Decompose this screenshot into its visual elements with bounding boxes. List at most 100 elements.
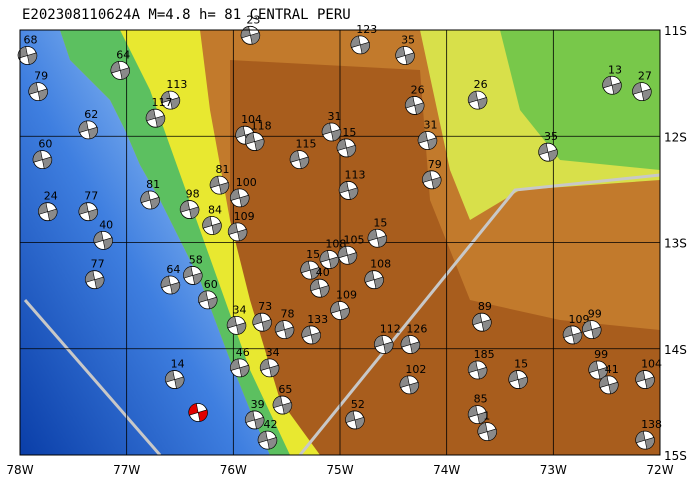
beachball-quadrant (582, 320, 602, 339)
beachball-quadrant (244, 132, 265, 151)
beachball-quadrant (350, 35, 370, 55)
depth-label: 35 (544, 130, 558, 143)
depth-label: 133 (307, 313, 328, 326)
depth-label: 102 (405, 363, 426, 376)
beachball-quadrant (588, 360, 608, 380)
beachball-quadrant (257, 430, 278, 450)
beachball-quadrant (538, 142, 558, 162)
beachball-quadrant (300, 260, 320, 280)
depth-label: 13 (608, 63, 622, 76)
depth-label: 115 (295, 138, 316, 151)
depth-label: 46 (236, 346, 250, 359)
map-frame (19, 29, 661, 456)
beachball-quadrant (400, 335, 421, 354)
depth-label: 14 (171, 358, 185, 371)
beachball-quadrant (310, 278, 330, 298)
x-tick-label: 72W (646, 463, 673, 477)
depth-label: 24 (44, 190, 58, 203)
depth-label: 77 (84, 190, 98, 203)
y-tick-label: 11S (664, 24, 687, 38)
depth-label: 84 (208, 204, 222, 217)
beachball-quadrant (289, 150, 310, 169)
x-tick-label: 77W (113, 463, 140, 477)
depth-label: 41 (605, 363, 619, 376)
depth-label: 77 (91, 258, 105, 271)
depth-label: 73 (258, 300, 272, 313)
depth-label: 118 (251, 120, 272, 133)
beachball-quadrant (230, 188, 250, 208)
depth-label: 104 (241, 113, 262, 126)
beachball-quadrant (198, 290, 218, 310)
beachball-quadrant (259, 358, 280, 378)
beachball-quadrant (160, 275, 181, 295)
depth-label: 105 (343, 233, 364, 246)
depth-label: 34 (233, 303, 247, 316)
beachball-quadrant (272, 395, 293, 415)
depth-label: 15 (373, 216, 387, 229)
beachball-quadrant (345, 410, 365, 430)
beachball-quadrant (395, 46, 415, 65)
beachball-quadrant (599, 375, 619, 395)
depth-label: 34 (266, 346, 280, 359)
depth-label: 27 (638, 70, 652, 83)
depth-label: 99 (588, 308, 602, 321)
beachball-quadrant (467, 360, 488, 380)
depth-label: 113 (345, 168, 366, 181)
beachball-quadrant (338, 181, 359, 200)
beachball-quadrant (32, 150, 53, 169)
depth-label: 100 (236, 176, 257, 189)
depth-label: 108 (325, 238, 346, 251)
beachball-quadrant (230, 358, 250, 378)
depth-label: 60 (38, 138, 52, 151)
depth-label: 79 (428, 158, 442, 171)
depth-label: 64 (116, 48, 130, 61)
depth-label: 15 (514, 358, 528, 371)
beachball-quadrant (417, 131, 438, 150)
beachball-quadrant (477, 422, 497, 441)
beachball-quadrant (188, 403, 208, 422)
depth-label: 112 (380, 323, 401, 336)
beachball-quadrant (336, 138, 357, 158)
beachball-quadrant (164, 370, 185, 389)
depth-label: 62 (84, 108, 98, 121)
beachball-quadrant (145, 108, 166, 128)
beachball-quadrant (179, 200, 200, 219)
beachball-quadrant (635, 370, 655, 389)
beachball-quadrant (160, 90, 181, 110)
beachball-quadrant (602, 75, 622, 95)
depth-label: 15 (306, 248, 320, 261)
x-tick-label: 76W (220, 463, 247, 477)
beachball-quadrant (78, 202, 98, 222)
beachball-quadrant (244, 410, 265, 430)
depth-label: 26 (474, 78, 488, 91)
beachball-quadrant (226, 316, 247, 335)
depth-label: 81 (146, 178, 160, 191)
depth-label: 31 (327, 110, 341, 123)
depth-label: 85 (474, 393, 488, 406)
depth-label: 42 (263, 418, 277, 431)
depth-label: 113 (166, 78, 187, 91)
depth-label: 81 (215, 163, 229, 176)
depth-label: 89 (478, 300, 492, 313)
x-tick-label: 75W (326, 463, 353, 477)
beachball-quadrant (422, 170, 442, 190)
beachball-quadrant (202, 216, 222, 235)
beachball-quadrant (467, 405, 488, 424)
depth-label: 35 (401, 34, 415, 47)
beachball-quadrant (508, 370, 528, 389)
depth-label: 39 (251, 398, 265, 411)
beachball-quadrant (78, 120, 98, 140)
depth-label: 79 (34, 70, 48, 83)
depth-label: 109 (569, 313, 590, 326)
depth-label: 138 (641, 418, 662, 431)
y-tick-label: 12S (664, 130, 687, 144)
x-tick-label: 78W (6, 463, 33, 477)
depth-label: 40 (99, 218, 113, 231)
beachball-quadrant (140, 190, 160, 210)
depth-label: 108 (370, 258, 391, 271)
beachball-quadrant (240, 25, 261, 45)
depth-label: 78 (281, 308, 295, 321)
depth-label: 52 (351, 398, 365, 411)
x-tick-label: 74W (433, 463, 460, 477)
